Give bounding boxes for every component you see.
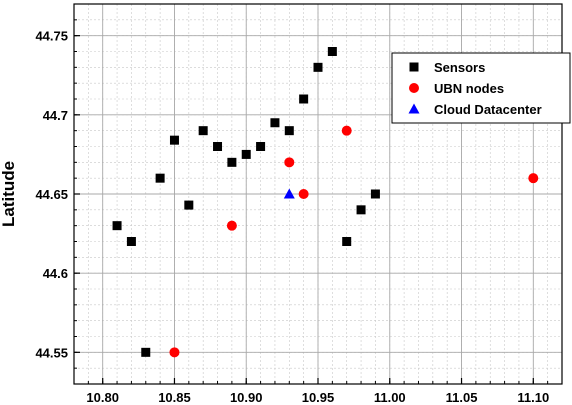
sensors-point — [327, 47, 337, 56]
x-tick-label: 11.05 — [446, 390, 478, 405]
data-points — [112, 47, 539, 358]
ubn-nodes-point — [226, 220, 237, 231]
sensors-point — [227, 157, 237, 167]
legend-marker-sensors — [409, 62, 419, 72]
sensors-point — [213, 142, 223, 151]
legend-label-ubn-nodes: UBN nodes — [434, 81, 504, 96]
sensors-point — [356, 205, 366, 215]
x-tick-label: 10.90 — [230, 390, 263, 405]
sensors-point — [184, 200, 194, 210]
sensors-point — [198, 126, 208, 136]
sensors-point — [112, 221, 122, 231]
sensors-point — [241, 149, 251, 159]
major-grid — [74, 4, 562, 384]
sensors-point — [256, 142, 266, 151]
tick-labels: 10.80 10.85 10.90 10.95 11.00 11.05 11.10 44.55… — [35, 29, 549, 405]
sensors-point — [299, 94, 309, 104]
legend-marker-cloud-datacenter — [408, 103, 420, 114]
y-tick-label: 44.55 — [35, 345, 68, 360]
y-tick-label: 44.65 — [35, 187, 68, 202]
sensors-point — [169, 135, 179, 145]
x-tick-label: 10.80 — [86, 390, 119, 405]
x-tick-label: 10.95 — [302, 390, 335, 405]
x-tick-label: 11.00 — [374, 390, 406, 405]
sensors-point — [370, 189, 380, 199]
sensors-point — [270, 118, 280, 128]
y-tick-label: 44.6 — [43, 266, 68, 281]
axis-ticks — [74, 19, 549, 384]
ubn-nodes-point — [341, 125, 352, 136]
ubn-nodes-point — [298, 189, 309, 199]
sensors-point — [141, 347, 151, 357]
sensors-point — [155, 173, 165, 183]
cloud-datacenter-point — [283, 188, 295, 199]
y-tick-label: 44.7 — [43, 108, 68, 123]
sensors-point — [284, 126, 294, 136]
y-axis-label: Latitude — [0, 161, 18, 227]
ubn-nodes-point — [169, 347, 180, 358]
ubn-nodes-point — [284, 157, 295, 168]
sensors-point — [126, 237, 136, 246]
legend-marker-ubn-nodes — [409, 83, 419, 93]
legend-label-sensors: Sensors — [434, 60, 485, 75]
legend-box — [391, 52, 571, 124]
x-tick-label: 10.85 — [158, 390, 191, 405]
sensors-point — [313, 62, 323, 72]
y-tick-label: 44.75 — [35, 29, 68, 44]
sensors-point — [342, 237, 352, 246]
legend-label-cloud-datacenter: Cloud Datacenter — [434, 102, 542, 117]
x-tick-label: 11.10 — [517, 390, 549, 405]
legend: Sensors UBN nodes Cloud Datacenter — [391, 52, 571, 124]
ubn-nodes-point — [528, 173, 539, 184]
